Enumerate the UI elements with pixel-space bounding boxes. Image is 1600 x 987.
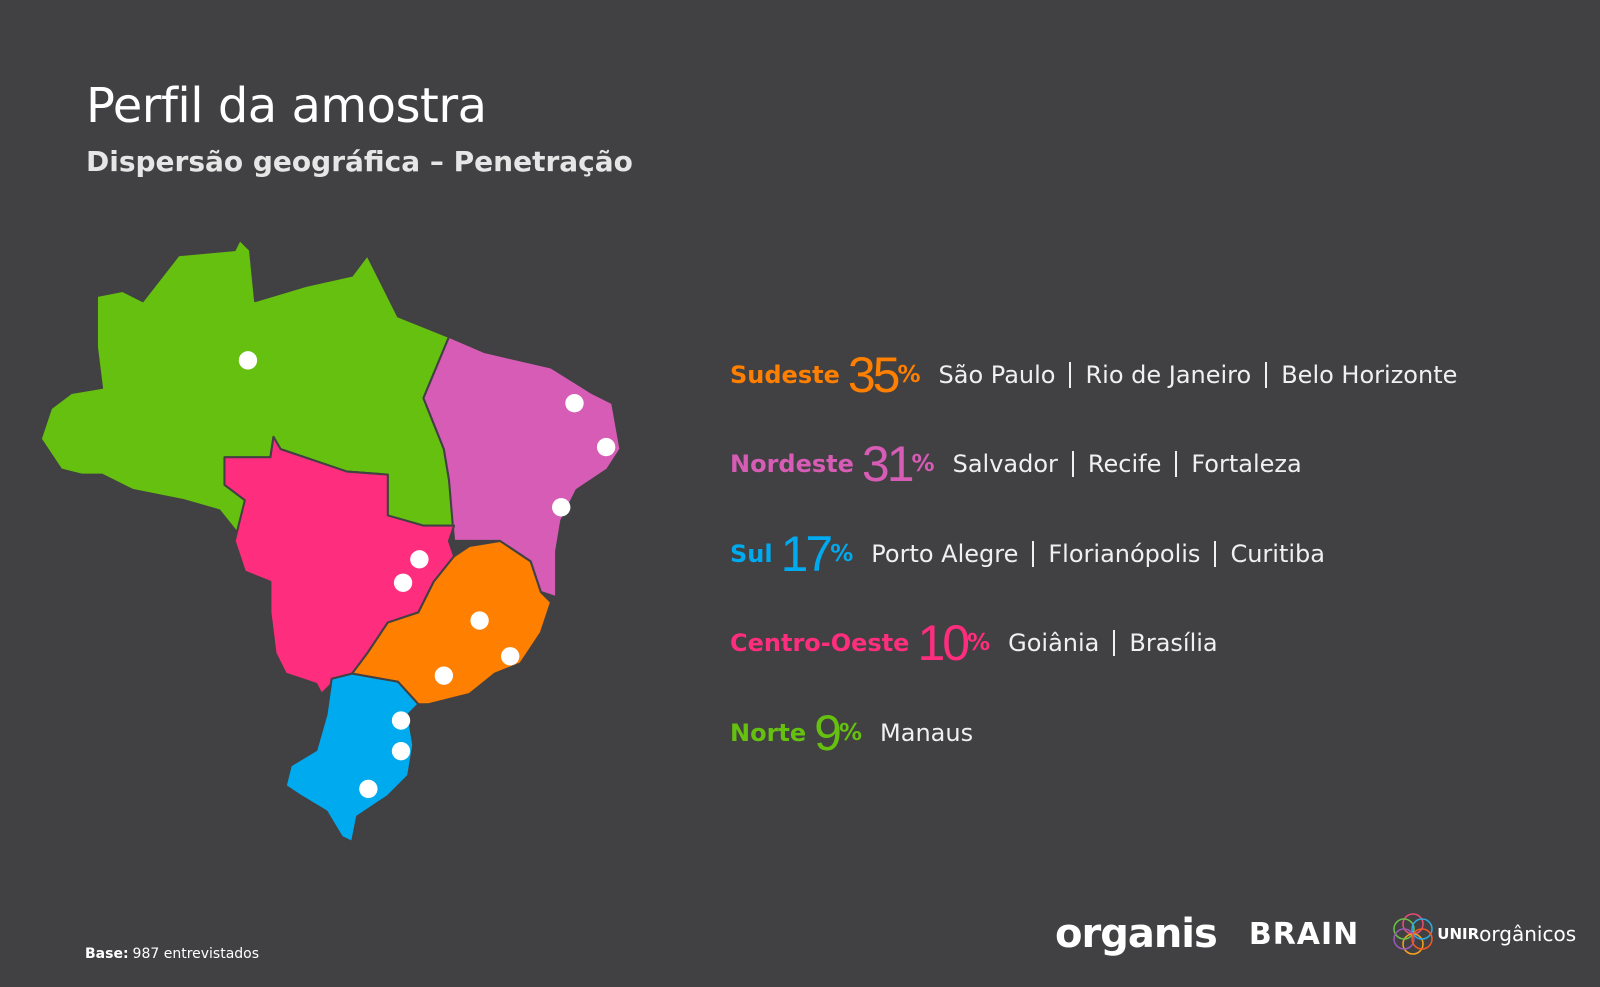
title: Perfil da amostra: [86, 78, 487, 134]
city-name: Belo Horizonte: [1281, 360, 1458, 389]
city-name: Rio de Janeiro: [1085, 360, 1252, 389]
city-name: Brasília: [1129, 629, 1218, 658]
separator: [1032, 540, 1035, 567]
city-name: Goiânia: [1008, 629, 1100, 658]
unir-flower: [1393, 913, 1434, 955]
city-dot: [470, 611, 489, 630]
city-name: Recife: [1087, 450, 1162, 479]
separator: [1175, 451, 1178, 478]
separator: [1071, 451, 1074, 478]
region-unit: %: [838, 719, 863, 746]
region-percent: 10: [917, 615, 970, 672]
base-label: Base:: [85, 946, 129, 962]
region-unit: %: [897, 361, 921, 388]
region-row: Norte 9% Manaus: [730, 688, 1457, 778]
region-unit: %: [911, 451, 935, 478]
city-dot: [552, 498, 571, 517]
city-name: São Paulo: [938, 360, 1056, 389]
city-name: Porto Alegre: [871, 539, 1019, 568]
logos: organis BRAIN UNIR orgânicos: [1055, 910, 1576, 958]
city-dot: [238, 351, 258, 370]
unir-bold: UNIR: [1437, 925, 1480, 943]
city-dot: [501, 647, 520, 666]
separator: [1069, 361, 1072, 388]
city-name: Fortaleza: [1191, 450, 1302, 479]
region-name: Centro-Oeste: [730, 629, 910, 658]
region-percent: 9: [814, 704, 842, 761]
logo-organis: organis: [1055, 911, 1218, 957]
city-dot: [391, 741, 411, 761]
region-sudeste: [351, 539, 553, 706]
region-name: Norte: [730, 718, 807, 747]
region-unit: %: [967, 630, 991, 657]
region-row: Sudeste 35% São Paulo Rio de Janeiro Belo Ho…: [730, 330, 1457, 420]
city-dot: [391, 711, 411, 730]
region-percent: 35: [847, 346, 901, 403]
city-name: Florianópolis: [1048, 539, 1201, 568]
separator: [1265, 361, 1268, 388]
region-list: Sudeste 35% São Paulo Rio de Janeiro Belo Ho…: [730, 330, 1457, 778]
region-name: Sudeste: [730, 360, 840, 389]
city-dot: [434, 666, 454, 685]
region-sul: [284, 672, 420, 843]
city-name: Salvador: [952, 450, 1058, 479]
base-note: Base: 987 entrevistados: [85, 946, 259, 962]
subtitle: Dispersão geográfica – Penetração: [86, 145, 633, 178]
city-dot: [410, 550, 429, 569]
logo-brain: BRAIN: [1248, 916, 1360, 952]
region-row: Centro-Oeste 10% Goiânia Brasília: [730, 599, 1457, 689]
city-dot: [596, 437, 616, 457]
city-name: Manaus: [880, 718, 974, 747]
separator: [1214, 540, 1217, 567]
region-unit: %: [830, 540, 854, 567]
city-name: Curitiba: [1230, 539, 1325, 568]
city-dot: [359, 779, 378, 799]
city-dot: [393, 573, 413, 592]
region-percent: 31: [861, 436, 915, 493]
region-percent: 17: [780, 525, 834, 582]
base-text: 987 entrevistados: [132, 946, 260, 962]
logo-unir: UNIR orgânicos: [1389, 910, 1576, 958]
region-row: Nordeste 31% Salvador Recife Fortaleza: [730, 420, 1457, 510]
region-name: Sul: [730, 539, 773, 568]
region-row: Sul 17% Porto Alegre Florianópolis Curitiba: [730, 509, 1457, 599]
unir-rest: orgânicos: [1479, 922, 1577, 946]
separator: [1113, 630, 1116, 657]
region-name: Nordeste: [730, 450, 854, 479]
city-dot: [565, 394, 584, 413]
